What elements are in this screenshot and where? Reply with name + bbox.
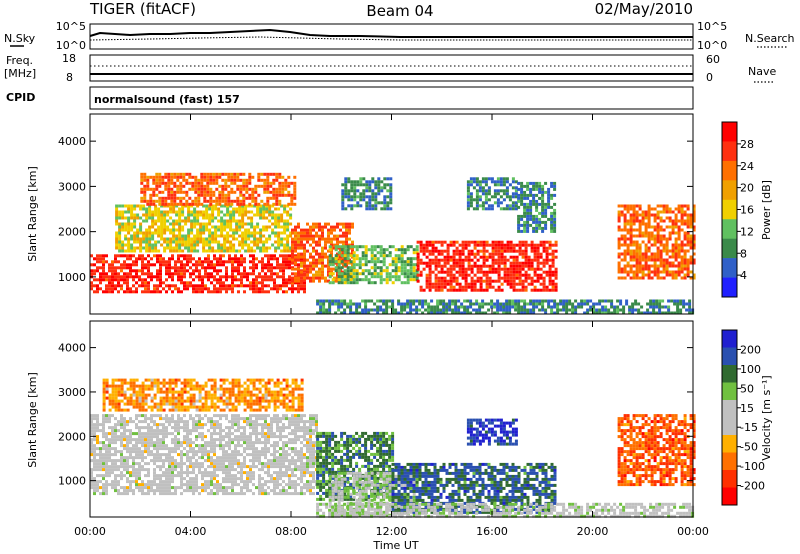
time-tick-label: 00:00 [677, 525, 709, 538]
cpid-label: CPID [6, 91, 35, 104]
power-colorbar-tick-label: 16 [740, 204, 754, 217]
velocity-ytick-label: 1000 [58, 475, 86, 488]
velocity-colorbar-tick-label: -200 [740, 480, 765, 493]
velocity-colorbar: 200 100 50 15 -15 -50 -100 -200 Velocity [m s⁻¹… [721, 329, 773, 506]
power-region [316, 299, 695, 315]
velocity-colorbar-tick-label: -50 [740, 441, 758, 454]
velocity-ytick-label: 4000 [58, 342, 86, 355]
velocity-colorbar-segment [722, 487, 737, 506]
power-colorbar-segment [722, 238, 737, 259]
freq-tick-high: 18 [62, 52, 76, 65]
power-region [90, 254, 306, 294]
freq-label-2: [MHz] [4, 67, 36, 80]
velocity-region [102, 378, 304, 412]
beam-label: Beam 04 [366, 2, 433, 20]
nsearch-trace [89, 36, 693, 41]
velocity-colorbar-tick-label: -100 [740, 460, 765, 473]
power-cb-label: Power [dB] [760, 180, 773, 240]
power-region [466, 177, 518, 211]
power-colorbar: 4 8 12 16 20 24 28 Power [dB] [721, 121, 773, 298]
power-colorbar-tick-label: 12 [740, 225, 754, 238]
velocity-colorbar-segment [722, 417, 737, 436]
power-region [617, 204, 696, 280]
velocity-colorbar-segment [722, 347, 737, 366]
nsearch-tick-high: 10^5 [697, 20, 727, 33]
nsky-trace [89, 28, 693, 38]
velocity-colorbar-segment [722, 470, 737, 488]
time-axis: 00:00 04:00 08:00 12:00 16:00 20:00 00:00 [74, 525, 709, 538]
nave-tick-high: 60 [706, 53, 720, 66]
power-ytick-label: 2000 [58, 226, 86, 239]
power-colorbar-tick-label: 4 [740, 269, 747, 282]
power-region [517, 181, 557, 233]
power-region [140, 172, 297, 206]
velocity-panel: 1000 2000 3000 4000 Slant Range [km] [26, 320, 696, 518]
power-ytick-label: 3000 [58, 180, 86, 193]
power-colorbar-tick-label: 24 [740, 160, 754, 173]
velocity-ylabel: Slant Range [km] [26, 372, 39, 468]
power-colorbar-segment [722, 277, 737, 298]
time-tick-label: 00:00 [74, 525, 106, 538]
velocity-colorbar-tick-label: 200 [740, 343, 761, 356]
power-colorbar-tick-label: 8 [740, 247, 747, 260]
freq-label-1: Freq. [6, 54, 33, 67]
power-region [341, 177, 393, 211]
cpid-strip: CPID normalsound (fast) 157 [6, 86, 694, 110]
power-colorbar-segment [722, 199, 737, 220]
time-tick-label: 20:00 [577, 525, 609, 538]
velocity-colorbar-segment [722, 452, 737, 471]
freq-strip: Freq. [MHz] 18 8 Nave 60 0 [4, 52, 776, 84]
nsearch-tick-low: 10^0 [697, 39, 727, 52]
velocity-colorbar-tick-label: 100 [740, 363, 761, 376]
time-tick-label: 04:00 [175, 525, 207, 538]
nsky-strip: N.Sky 10^5 10^0 N.Search 10^5 10^0 [4, 20, 795, 52]
nsearch-label: N.Search [745, 32, 795, 45]
velocity-colorbar-segment [722, 400, 737, 418]
time-axis-title: Time UT [372, 539, 418, 552]
nsky-tick-high: 10^5 [56, 20, 86, 33]
velocity-region [466, 418, 518, 446]
velocity-colorbar-segment [722, 365, 737, 383]
power-region [115, 204, 293, 253]
power-ytick-label: 4000 [58, 135, 86, 148]
power-panel: 1000 2000 3000 4000 Slant Range [km] [26, 113, 696, 315]
velocity-region [90, 414, 318, 496]
time-tick-label: 16:00 [476, 525, 508, 538]
power-colorbar-tick-label: 28 [740, 138, 754, 151]
nsky-tick-low: 10^0 [56, 39, 86, 52]
power-ylabel: Slant Range [km] [26, 166, 39, 262]
velocity-colorbar-tick-label: 50 [740, 382, 754, 395]
power-colorbar-segment [722, 180, 737, 201]
velocity-colorbar-tick-label: 15 [740, 402, 754, 415]
nsky-label: N.Sky [4, 32, 36, 45]
power-colorbar-segment [722, 219, 737, 239]
power-region [416, 240, 558, 292]
velocity-region [617, 414, 696, 487]
date-label: 02/May/2010 [595, 0, 693, 18]
velocity-colorbar-segment [722, 435, 737, 453]
power-colorbar-segment [722, 122, 737, 142]
power-colorbar-tick-label: 20 [740, 182, 754, 195]
power-colorbar-segment [722, 141, 737, 162]
nave-label: Nave [748, 65, 776, 78]
velocity-cb-label: Velocity [m s⁻¹] [760, 375, 773, 460]
power-ytick-label: 1000 [58, 271, 86, 284]
nave-tick-low: 0 [706, 71, 713, 84]
velocity-ytick-label: 3000 [58, 386, 86, 399]
cpid-value: normalsound (fast) 157 [94, 93, 240, 106]
radar-title: TIGER (fitACF) [89, 0, 196, 18]
power-colorbar-segment [722, 160, 737, 181]
velocity-region [316, 502, 695, 518]
power-colorbar-segment [722, 258, 737, 278]
velocity-colorbar-segment [722, 330, 737, 348]
time-tick-label: 08:00 [275, 525, 307, 538]
time-tick-label: 12:00 [376, 525, 408, 538]
freq-tick-low: 8 [66, 71, 73, 84]
velocity-ytick-label: 2000 [58, 430, 86, 443]
velocity-colorbar-tick-label: -15 [740, 421, 758, 434]
velocity-colorbar-segment [722, 382, 737, 401]
